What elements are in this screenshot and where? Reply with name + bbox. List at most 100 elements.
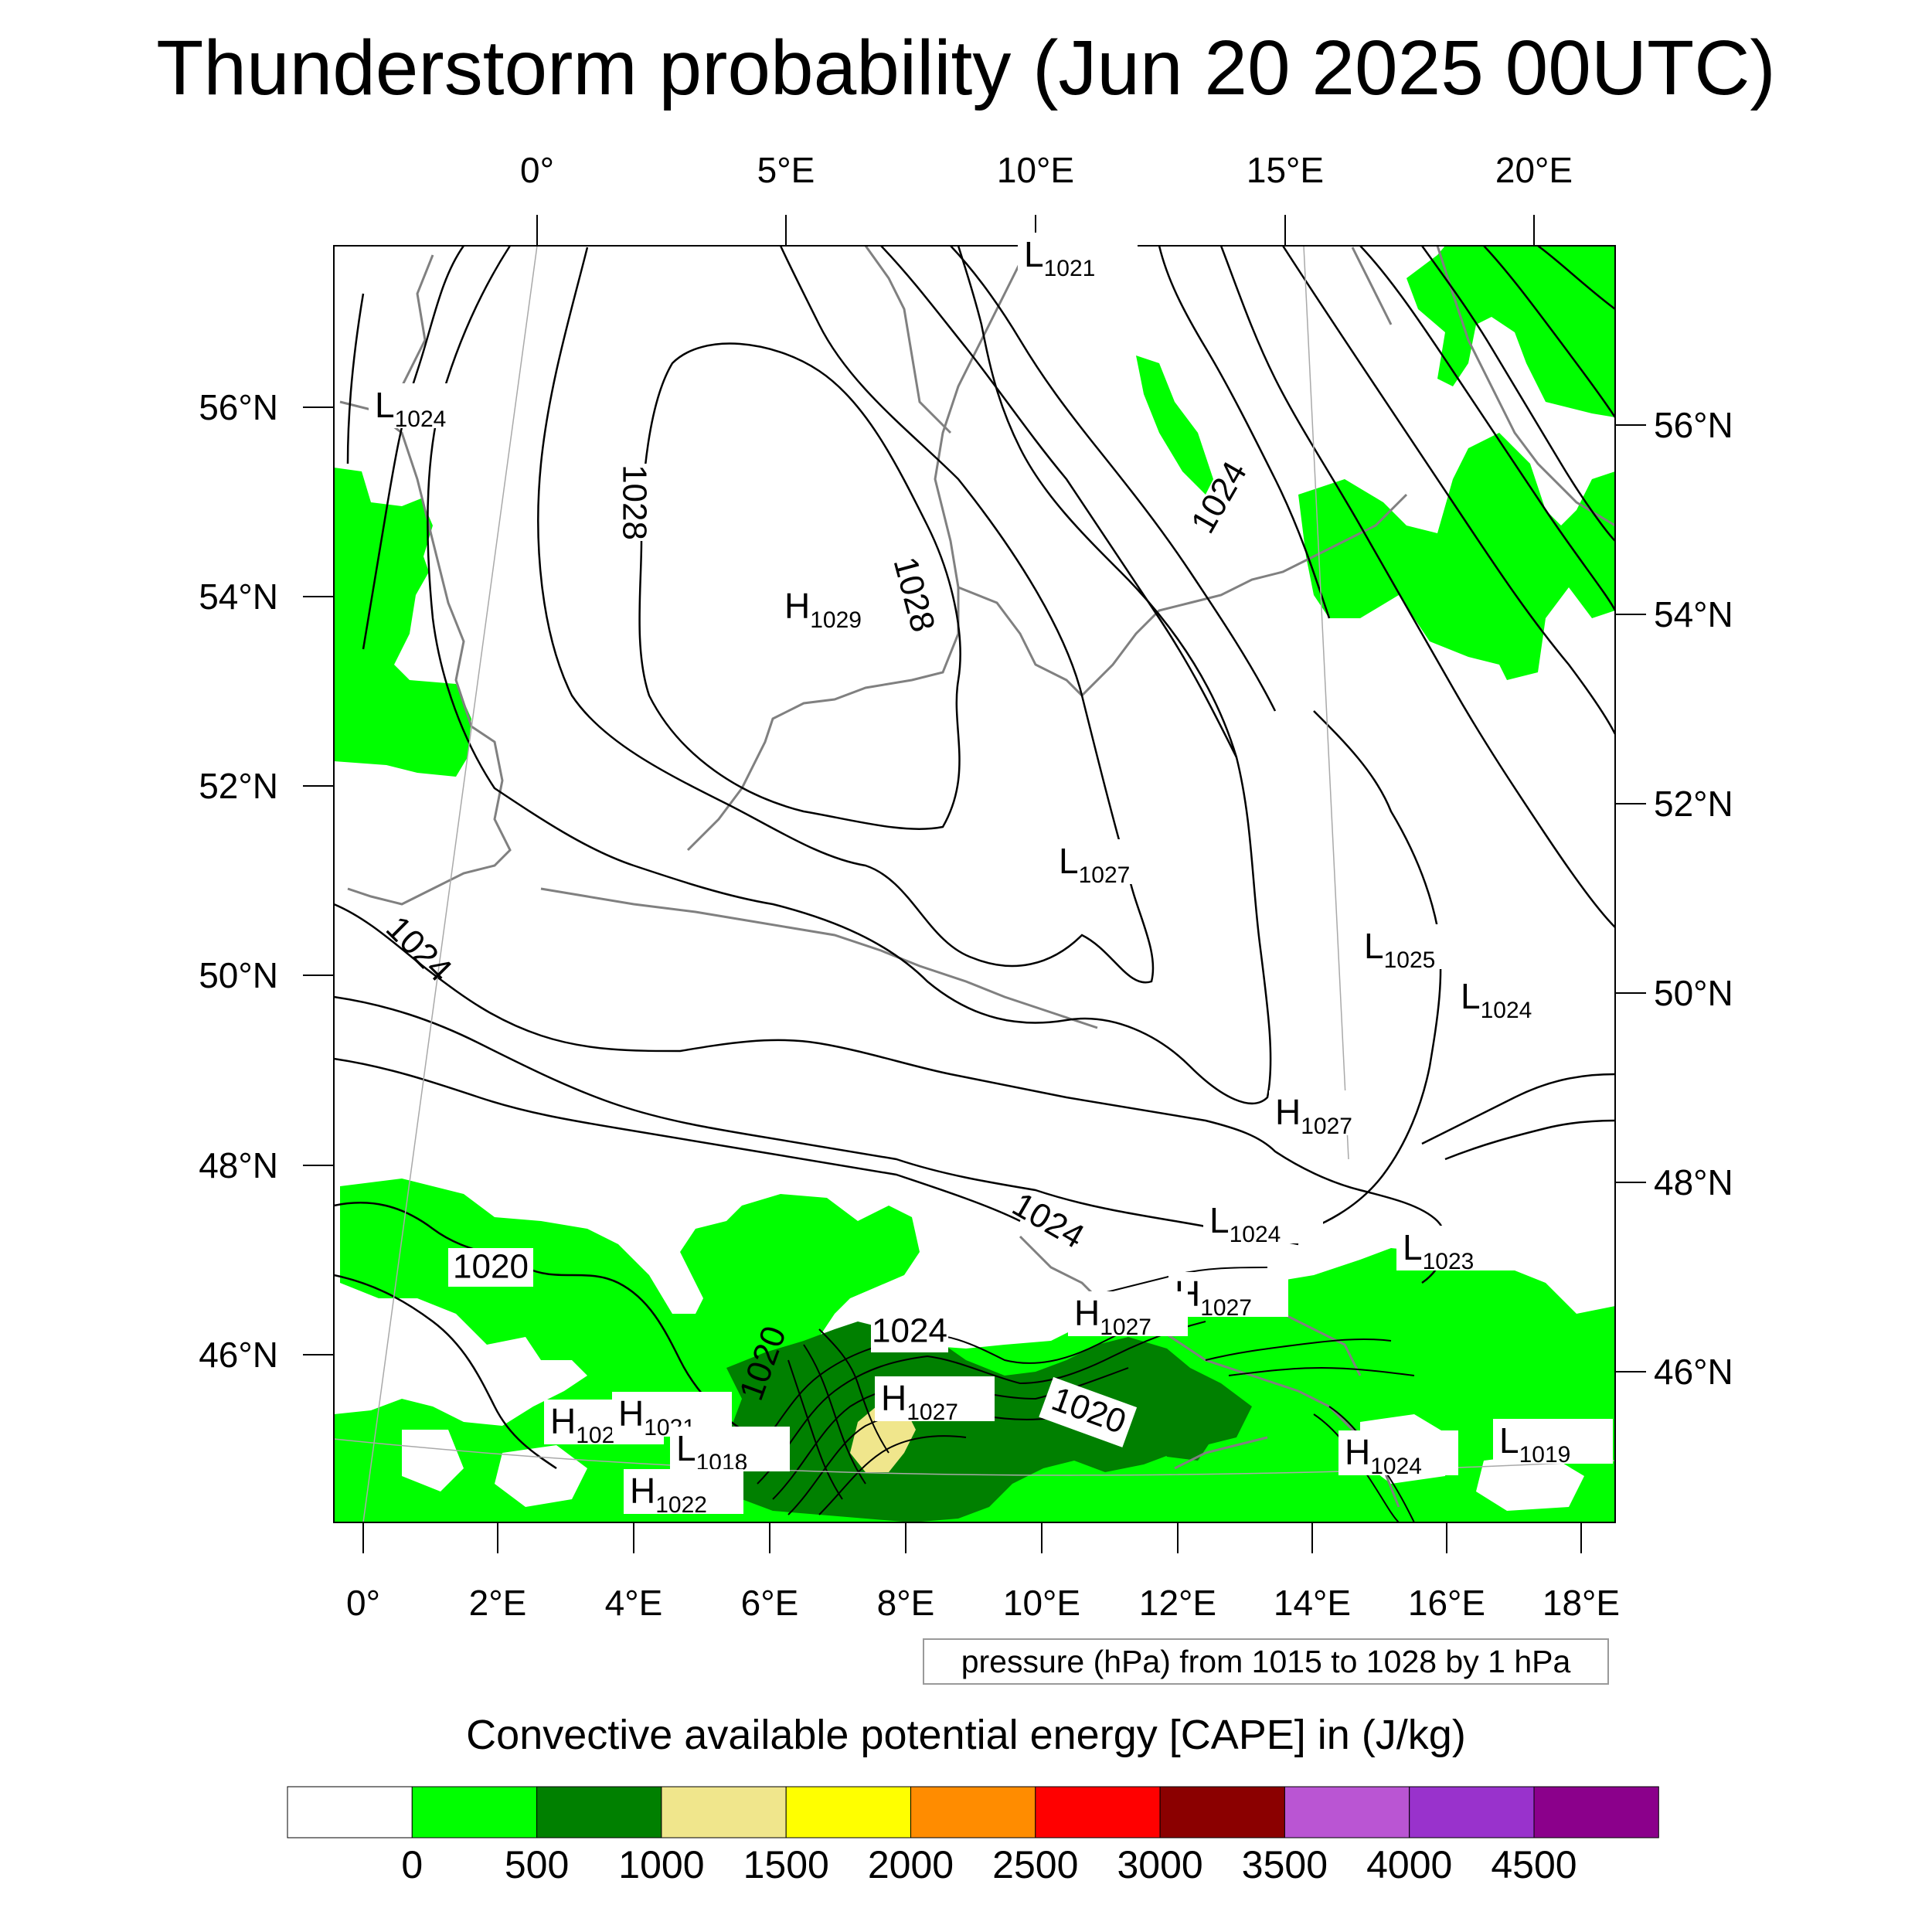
top-lon-label: 5°E (757, 150, 815, 190)
pressure-center-type: L (676, 1428, 696, 1468)
colorbar: 0 500 1000 1500 2000 2500 3000 3500 4000 4500 (287, 1786, 1659, 1886)
left-lat-label: 52°N (199, 766, 278, 806)
pressure-center-type: L (1059, 841, 1079, 881)
pressure-center-type: H (1345, 1432, 1370, 1472)
isobar-label: 1024 (1006, 1185, 1090, 1256)
top-lon-label: 15°E (1247, 150, 1324, 190)
bottom-lon-label: 18°E (1543, 1583, 1620, 1623)
bottom-lon-label: 10°E (1003, 1583, 1080, 1623)
colorbar-swatch (910, 1786, 1036, 1838)
pressure-center-type: L (1024, 234, 1044, 274)
pressure-center-label: H1022 (630, 1471, 707, 1518)
colorbar-swatch (661, 1786, 787, 1838)
left-lat-label: 48°N (199, 1145, 278, 1185)
pressure-center-value: 1029 (810, 607, 862, 633)
colorbar-tick-label: 1500 (743, 1843, 829, 1886)
isobars (334, 246, 1615, 1470)
bottom-lon-label: 8°E (877, 1583, 935, 1623)
pressure-center-value: 102 (576, 1423, 614, 1448)
pressure-center: L1023 (1396, 1226, 1516, 1274)
axis-ticks (303, 215, 1646, 1553)
pressure-center-value: 1027 (1079, 862, 1131, 888)
pressure-center: L1024 (1454, 975, 1574, 1023)
pressure-center: L1019 (1493, 1419, 1613, 1468)
pressure-center-label: H1027 (881, 1378, 958, 1425)
pressure-center-value: 1025 (1384, 947, 1436, 973)
pressure-center-type: H (881, 1378, 906, 1418)
isobar-label: 1028 (615, 464, 653, 540)
pressure-center-value: 1023 (1423, 1249, 1475, 1274)
pressure-center: H1027 (875, 1376, 995, 1425)
pressure-center-type: H (784, 586, 810, 626)
pressure-center-label: L1024 (1461, 976, 1532, 1023)
map-title: Thunderstorm probability (Jun 20 2025 00… (156, 25, 1776, 111)
left-lat-label: 46°N (199, 1335, 278, 1375)
bottom-lon-label: 12°E (1139, 1583, 1216, 1623)
pressure-center-value: 1027 (1100, 1315, 1151, 1340)
cape-patch-baltic-mid (1298, 433, 1615, 680)
colorbar-swatch (287, 1786, 413, 1838)
pressure-center-label: L1024 (375, 385, 446, 432)
colorbar-swatch (785, 1786, 912, 1838)
pressure-center-label: H102 (550, 1401, 614, 1448)
axis-labels: 0° 5°E 10°E 15°E 20°E 0° 2°E 4°E 6°E 8°E 10°E 12°E 1… (199, 150, 1733, 1623)
pressure-center: L1024 (1203, 1199, 1323, 1247)
colorbar-tick-label: 4500 (1491, 1843, 1577, 1886)
pressure-center-type: L (1499, 1420, 1519, 1461)
bottom-lon-label: 0° (346, 1583, 380, 1623)
colorbar-swatch (1284, 1786, 1410, 1838)
pressure-center: L1027 (1053, 839, 1172, 888)
pressure-center-value: 1022 (655, 1492, 707, 1518)
pressure-center-value: 1024 (1230, 1222, 1281, 1247)
pressure-center-label: H1027 (1074, 1293, 1151, 1340)
colorbar-tick-label: 0 (401, 1843, 423, 1886)
pressure-center-value: 1021 (1044, 256, 1096, 281)
colorbar-tick-label: 500 (505, 1843, 569, 1886)
pressure-center-value: 1024 (1481, 998, 1532, 1023)
colorbar-swatch (411, 1786, 538, 1838)
pressure-centers: L1021L1024H1029L1027L1025L1024H1027L1024… (369, 233, 1613, 1518)
colorbar-swatch (536, 1786, 662, 1838)
isobar-labels: 1028 1028 1024 1024 1024 1024 1020 1020 … (379, 455, 1254, 1447)
pressure-center-type: H (1074, 1293, 1100, 1333)
pressure-center-type: L (375, 385, 395, 425)
bottom-lon-label: 6°E (741, 1583, 799, 1623)
right-lat-label: 56°N (1654, 405, 1733, 445)
colorbar-title: Convective available potential energy [C… (466, 1712, 1466, 1758)
right-lat-label: 54°N (1654, 594, 1733, 634)
pressure-center-value: 1027 (1200, 1295, 1252, 1321)
pressure-center-value: 1027 (1301, 1114, 1352, 1139)
pressure-center-label: L1019 (1499, 1420, 1570, 1468)
pressure-center-type: L (1209, 1200, 1230, 1240)
isobar-label: 1024 (379, 909, 459, 989)
right-lat-label: 46°N (1654, 1352, 1733, 1392)
pressure-center: L1024 (369, 383, 488, 432)
pressure-center: H1029 (778, 584, 898, 633)
colorbar-swatch (1409, 1786, 1535, 1838)
pressure-center: L1025 (1358, 924, 1478, 973)
colorbar-tick-label: 2500 (992, 1843, 1078, 1886)
cape-patch-baltic-north (1406, 246, 1615, 417)
left-lat-label: 50°N (199, 955, 278, 995)
right-lat-label: 48°N (1654, 1162, 1733, 1202)
pressure-center-type: H (550, 1401, 576, 1441)
cape-gap-1 (402, 1430, 464, 1492)
top-lon-label: 20°E (1495, 150, 1573, 190)
isobar-label: 1020 (453, 1248, 529, 1286)
colorbar-swatch (1159, 1786, 1285, 1838)
colorbar-tick-label: 3000 (1117, 1843, 1202, 1886)
map-frame (333, 245, 1616, 1523)
colorbar-swatch (1533, 1786, 1659, 1838)
pressure-center-label: H1027 (1275, 1092, 1352, 1139)
pressure-center-value: 1027 (906, 1400, 958, 1425)
pressure-center-type: H (630, 1471, 655, 1511)
bottom-lon-label: 4°E (605, 1583, 663, 1623)
contour-note: pressure (hPa) from 1015 to 1028 by 1 hP… (923, 1638, 1609, 1685)
pressure-center-value: 1024 (395, 406, 447, 432)
pressure-center-label: L1025 (1364, 926, 1435, 973)
colorbar-tick-label: 4000 (1366, 1843, 1452, 1886)
bottom-lon-label: 16°E (1408, 1583, 1485, 1623)
pressure-center-label: L1027 (1059, 841, 1130, 888)
pressure-center: H1027 (1068, 1291, 1188, 1340)
pressure-center-label: H1024 (1345, 1432, 1422, 1479)
